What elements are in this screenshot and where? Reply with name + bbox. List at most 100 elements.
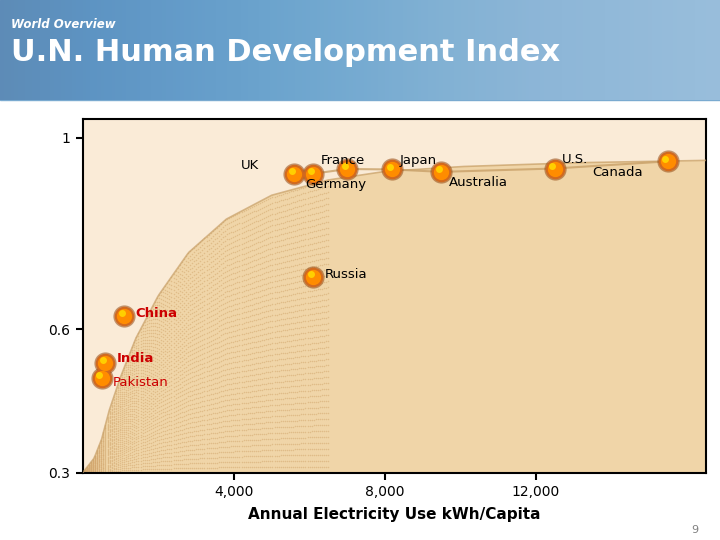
Point [225, 254, 237, 263]
Point [242, 388, 253, 396]
Point [125, 419, 136, 428]
Point [310, 221, 322, 230]
Point [269, 305, 280, 314]
Point [151, 415, 163, 423]
Point [240, 265, 251, 273]
Point [297, 218, 309, 227]
Point [211, 348, 222, 357]
Point [203, 395, 215, 404]
Point [184, 428, 196, 436]
Point [207, 375, 218, 383]
Point [246, 246, 258, 255]
Point [235, 266, 247, 275]
Point [232, 394, 243, 403]
Point [232, 357, 243, 366]
Point [163, 456, 175, 465]
Point [296, 346, 307, 355]
Point [273, 248, 284, 256]
Point [168, 375, 179, 383]
Point [320, 468, 332, 477]
Point [182, 267, 194, 275]
Point [277, 303, 289, 312]
Point [139, 443, 150, 452]
Point [96, 436, 107, 444]
Point [147, 451, 158, 460]
Point [285, 291, 297, 299]
Point [170, 283, 181, 292]
Point [108, 396, 120, 404]
Point [246, 279, 258, 287]
Point [129, 388, 140, 397]
Point [94, 455, 105, 463]
Point [310, 238, 322, 247]
Point [316, 462, 328, 471]
Point [186, 446, 198, 454]
Point [108, 443, 120, 452]
Point [178, 455, 189, 464]
Point [316, 320, 328, 328]
Point [118, 436, 130, 445]
Point [252, 315, 264, 323]
Point [141, 354, 153, 363]
Point [277, 400, 289, 409]
Point [221, 360, 233, 368]
Point [149, 399, 161, 407]
Point [127, 376, 138, 385]
Point [297, 282, 309, 291]
Point [156, 387, 167, 396]
Point [190, 260, 202, 268]
Point [194, 280, 206, 289]
Point [184, 401, 196, 409]
Point [170, 320, 181, 329]
Point [235, 468, 247, 477]
Point [240, 227, 251, 235]
Point [99, 438, 111, 447]
Point [209, 428, 220, 437]
Point [252, 430, 264, 438]
Point [114, 432, 126, 441]
Point [108, 439, 120, 448]
Point [234, 426, 246, 435]
Point [120, 433, 132, 441]
Point [261, 252, 272, 260]
Point [114, 440, 126, 448]
Point [308, 268, 320, 277]
Point [316, 225, 328, 234]
Point [129, 420, 140, 429]
Point [106, 446, 117, 454]
Point [220, 386, 231, 394]
Point [297, 456, 309, 465]
Point [244, 382, 256, 390]
Point [199, 244, 210, 252]
Point [197, 468, 208, 477]
Point [197, 426, 208, 434]
Point [252, 304, 264, 313]
Point [174, 388, 186, 396]
Point [168, 339, 179, 347]
Point [137, 393, 148, 402]
Point [168, 379, 179, 388]
Point [297, 334, 309, 343]
Point [205, 268, 217, 276]
Point [271, 310, 282, 319]
Point [180, 269, 192, 278]
Point [228, 426, 239, 435]
Point [248, 294, 260, 303]
Point [273, 395, 284, 403]
Point [258, 341, 270, 349]
Point [122, 454, 134, 463]
Point [256, 259, 268, 267]
Point [189, 441, 200, 449]
Point [242, 264, 253, 273]
Point [312, 179, 323, 187]
Point [132, 363, 144, 372]
Point [256, 446, 268, 455]
Point [161, 414, 173, 423]
Point [263, 262, 274, 271]
Point [273, 344, 284, 353]
Point [228, 348, 239, 356]
Point [265, 255, 276, 264]
Point [261, 323, 272, 332]
Point [275, 417, 287, 426]
Point [91, 460, 103, 469]
